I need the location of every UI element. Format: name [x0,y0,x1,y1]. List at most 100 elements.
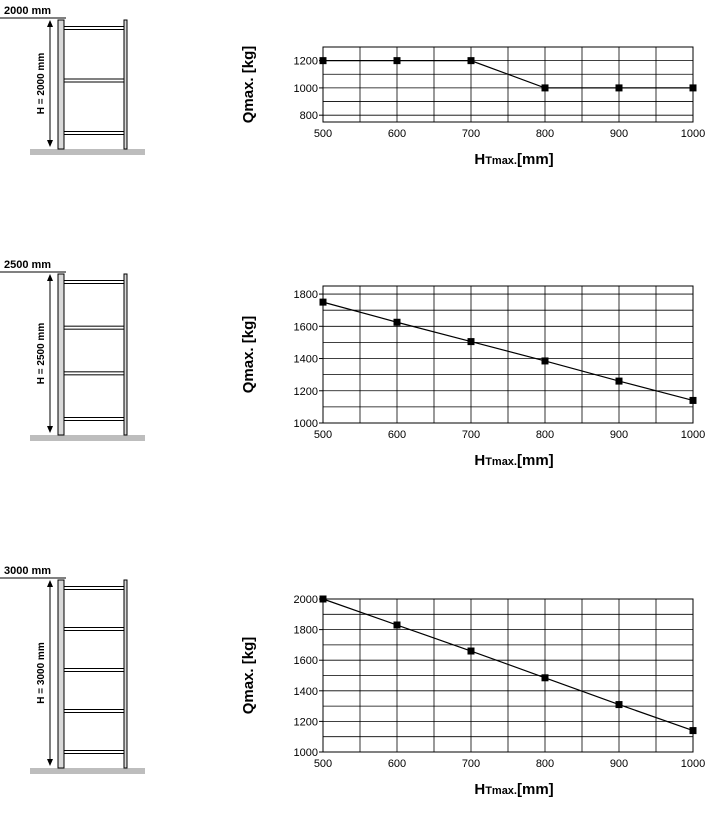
data-point [541,674,549,682]
x-tick-label: 700 [462,758,480,770]
y-tick-label: 1000 [294,747,318,759]
y-tick-label: 1800 [294,289,318,301]
rack-top-label: 2000 mm [4,5,51,17]
rack-height-label: H = 2500 mm [36,323,47,385]
data-point [393,621,401,629]
rack-drawing: 2500 mm H = 2500 mm [0,259,145,441]
x-axis-label-tail: [mm] [517,452,554,469]
y-tick-label: 1400 [294,354,318,366]
x-tick-label: 900 [610,128,628,140]
arrow-down-icon [47,426,53,433]
shelf [63,371,125,376]
arrow-up-icon [47,20,53,27]
x-tick-label: 600 [388,128,406,140]
x-tick-label: 1000 [681,128,705,140]
series-line [323,60,693,89]
x-tick-label: 500 [314,128,332,140]
x-tick-label: 500 [314,758,332,770]
data-point [319,298,327,306]
panel-3: 3000 mm H = 3000 mm 1000 1200 1400 1600 1800 20… [0,565,705,798]
x-tick-label: 600 [388,758,406,770]
shelf [63,417,125,421]
data-point [689,84,697,92]
chart: 1000 1200 1400 1600 1800 2000 500 600 700 800 900 1… [240,594,705,798]
x-axis-label: HTmax.[mm] [474,781,553,798]
floor [30,149,145,155]
y-tick-label: 1800 [294,625,318,637]
rack-height-label: H = 3000 mm [36,642,47,704]
data-point [541,84,549,92]
data-point [689,727,697,735]
y-tick-label: 1600 [294,655,318,667]
y-tick-label: 1200 [294,716,318,728]
data-point [467,57,475,65]
x-axis-label-tail: [mm] [517,781,554,798]
shelf [63,131,125,135]
y-axis-label: Qmax. [kg] [240,637,257,715]
y-tick-label: 1400 [294,686,318,698]
floor [30,435,145,441]
arrow-up-icon [47,274,53,281]
data-point [615,377,623,385]
y-axis-label: Qmax. [kg] [240,316,257,394]
upright-right [123,579,128,769]
panel-2: 2500 mm H = 2500 mm 1000 1200 1400 1600 1800 50… [0,259,705,469]
x-tick-label: 1000 [681,758,705,770]
x-axis-label-sub: Tmax. [485,155,517,167]
data-point [541,357,549,365]
x-tick-label: 800 [536,429,554,441]
shelf [63,709,125,713]
floor [30,768,145,774]
data-point [393,318,401,326]
rack-drawing: 2000 mm H = 2000 mm [0,5,145,155]
y-tick-label: 1000 [294,418,318,430]
y-tick-label: 800 [300,110,318,122]
x-tick-label: 700 [462,429,480,441]
shelf [63,78,125,83]
data-point [467,647,475,655]
rack-drawing: 3000 mm H = 3000 mm [0,565,145,774]
series-line [322,301,694,402]
data-point [615,84,623,92]
x-axis-label-sub: Tmax. [485,785,517,797]
arrow-up-icon [47,580,53,587]
x-axis-label: HTmax.[mm] [474,151,553,168]
shelf [63,280,125,284]
x-tick-label: 600 [388,429,406,441]
data-point [467,338,475,346]
rack-top-label: 3000 mm [4,565,51,577]
shelf [63,26,125,30]
shelf [63,668,125,672]
y-tick-label: 1200 [294,56,318,68]
shelf [63,627,125,631]
y-axis-label: Qmax. [kg] [240,46,257,124]
data-point [689,396,697,404]
rack-height-label: H = 2000 mm [36,53,47,115]
data-point [319,57,327,65]
arrow-down-icon [47,759,53,766]
chart: 1000 1200 1400 1600 1800 500 600 700 800 900 1000 Q… [240,285,705,469]
arrow-down-icon [47,140,53,147]
x-tick-label: 900 [610,758,628,770]
upright-left [57,579,65,769]
data-point [393,57,401,65]
x-tick-label: 700 [462,128,480,140]
upright-right [123,19,128,150]
upright-left [57,273,65,436]
plot-frame [322,598,694,753]
rack-top-label: 2500 mm [4,259,51,271]
series-line [322,598,694,732]
chart: 800 1000 1200 500 600 700 800 900 1000 Qmax. [kg]… [240,46,705,168]
y-tick-label: 2000 [294,594,318,606]
shelf [63,325,125,330]
shelf [63,750,125,754]
x-axis-label-main: H [474,151,485,168]
y-tick-label: 1200 [294,386,318,398]
plot-frame [322,285,694,424]
x-axis-label-tail: [mm] [517,151,554,168]
y-tick-label: 1000 [294,83,318,95]
shelf [63,586,125,590]
x-axis-label-sub: Tmax. [485,456,517,468]
